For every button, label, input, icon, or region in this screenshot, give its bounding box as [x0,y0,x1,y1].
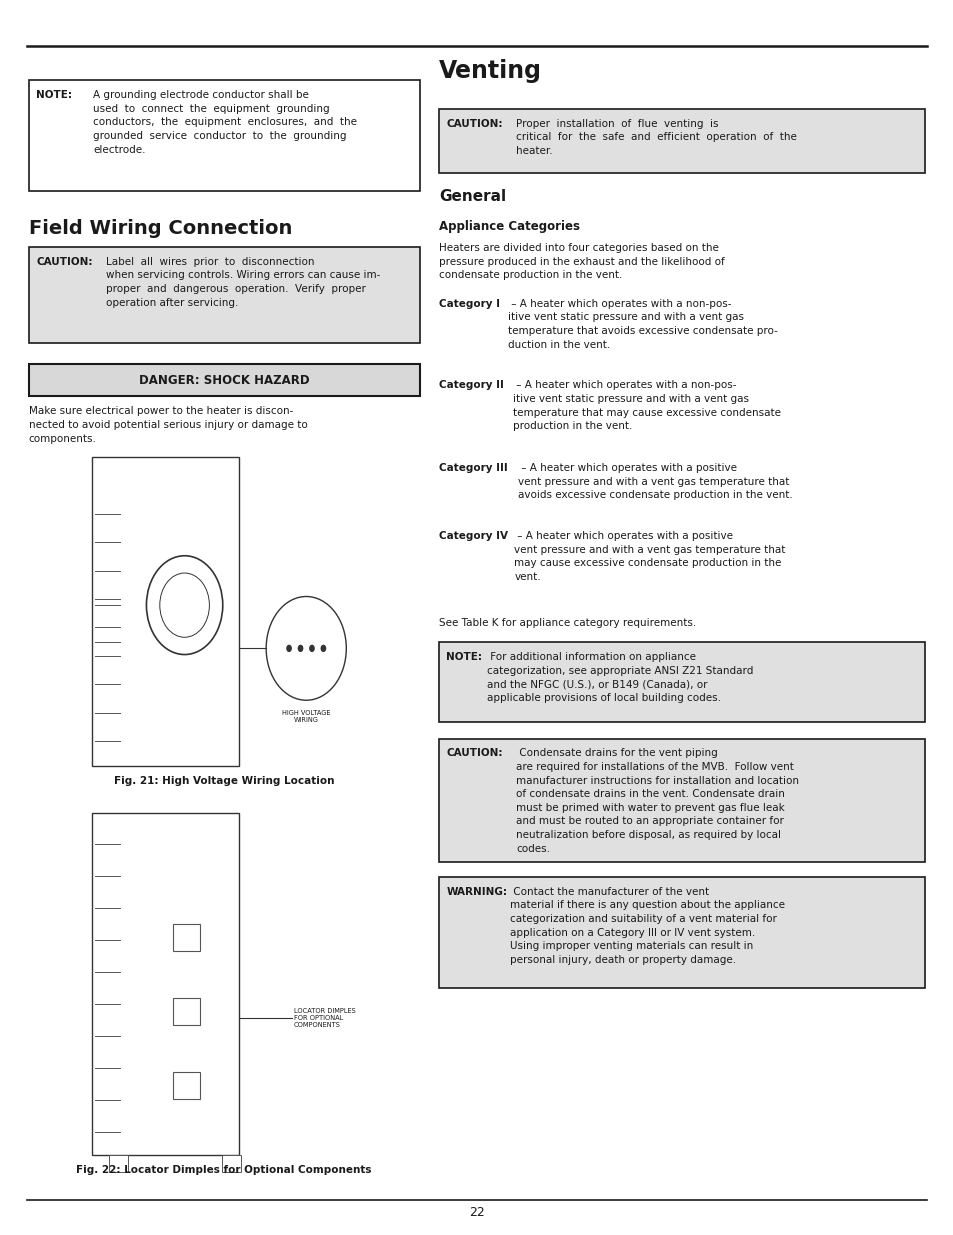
Text: NOTE:: NOTE: [446,652,482,662]
FancyBboxPatch shape [222,1155,241,1172]
Text: NOTE:: NOTE: [36,90,72,100]
Text: Label  all  wires  prior  to  disconnection
when servicing controls. Wiring erro: Label all wires prior to disconnection w… [106,257,380,308]
Text: Condensate drains for the vent piping
are required for installations of the MVB.: Condensate drains for the vent piping ar… [516,748,799,853]
Circle shape [286,645,292,652]
FancyBboxPatch shape [91,813,239,1155]
FancyBboxPatch shape [438,109,924,173]
Text: 22: 22 [469,1207,484,1219]
Text: Contact the manufacturer of the vent
material if there is any question about the: Contact the manufacturer of the vent mat… [510,887,784,965]
Text: CAUTION:: CAUTION: [36,257,92,267]
Text: Proper  installation  of  flue  venting  is
critical  for  the  safe  and  effic: Proper installation of flue venting is c… [516,119,796,156]
Text: Category II: Category II [438,380,503,390]
Text: WARNING:: WARNING: [446,887,507,897]
Text: Category I: Category I [438,299,499,309]
FancyBboxPatch shape [438,877,924,988]
Circle shape [320,645,326,652]
Text: CAUTION:: CAUTION: [446,748,502,758]
FancyBboxPatch shape [173,998,200,1025]
Text: LOCATOR DIMPLES
FOR OPTIONAL
COMPONENTS: LOCATOR DIMPLES FOR OPTIONAL COMPONENTS [294,1008,355,1028]
FancyBboxPatch shape [29,364,419,396]
Text: Fig. 21: High Voltage Wiring Location: Fig. 21: High Voltage Wiring Location [113,776,335,785]
Text: Venting: Venting [438,59,541,83]
Text: A grounding electrode conductor shall be
used  to  connect  the  equipment  grou: A grounding electrode conductor shall be… [93,90,357,154]
Text: – A heater which operates with a positive
vent pressure and with a vent gas temp: – A heater which operates with a positiv… [517,463,792,500]
FancyBboxPatch shape [173,1072,200,1099]
Text: CAUTION:: CAUTION: [446,119,502,128]
Circle shape [297,645,303,652]
Text: Heaters are divided into four categories based on the
pressure produced in the e: Heaters are divided into four categories… [438,243,724,280]
FancyBboxPatch shape [438,739,924,862]
Text: Fig. 22: Locator Dimples for Optional Components: Fig. 22: Locator Dimples for Optional Co… [76,1165,372,1174]
FancyBboxPatch shape [91,457,239,766]
Text: DANGER: SHOCK HAZARD: DANGER: SHOCK HAZARD [139,374,309,387]
Text: – A heater which operates with a non-pos-
itive vent static pressure and with a : – A heater which operates with a non-pos… [507,299,777,350]
Text: Field Wiring Connection: Field Wiring Connection [29,219,292,237]
Text: Make sure electrical power to the heater is discon-
nected to avoid potential se: Make sure electrical power to the heater… [29,406,307,443]
FancyBboxPatch shape [29,247,419,343]
Text: – A heater which operates with a positive
vent pressure and with a vent gas temp: – A heater which operates with a positiv… [514,531,784,582]
FancyBboxPatch shape [109,1155,128,1172]
Text: Category III: Category III [438,463,507,473]
Text: HIGH VOLTAGE
WIRING: HIGH VOLTAGE WIRING [282,710,330,724]
FancyBboxPatch shape [173,924,200,951]
Text: – A heater which operates with a non-pos-
itive vent static pressure and with a : – A heater which operates with a non-pos… [513,380,781,431]
Text: General: General [438,189,505,204]
Circle shape [309,645,314,652]
Text: See Table K for appliance category requirements.: See Table K for appliance category requi… [438,618,696,627]
FancyBboxPatch shape [438,642,924,722]
Text: Category IV: Category IV [438,531,507,541]
Text: For additional information on appliance
categorization, see appropriate ANSI Z21: For additional information on appliance … [486,652,752,703]
FancyBboxPatch shape [29,80,419,191]
Text: Appliance Categories: Appliance Categories [438,220,579,233]
